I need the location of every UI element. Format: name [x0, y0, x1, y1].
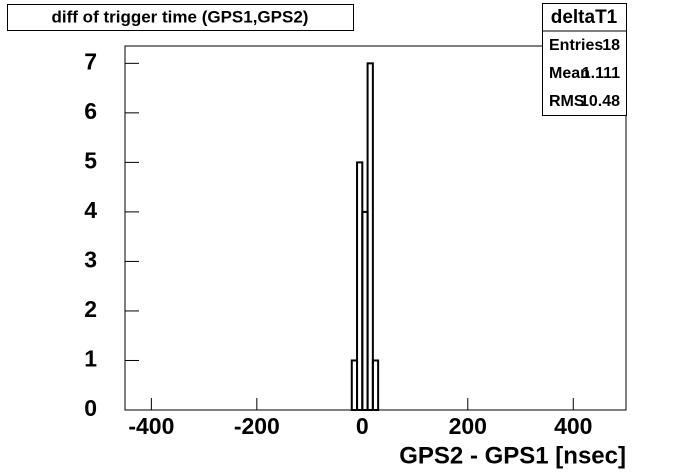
- x-tick-label: 0: [356, 413, 369, 439]
- stats-label: RMS: [549, 93, 585, 110]
- y-tick-label: 0: [84, 395, 97, 421]
- y-tick-label: 5: [84, 147, 97, 173]
- x-tick-label: -200: [234, 413, 280, 439]
- stats-title: deltaT1: [551, 7, 618, 28]
- chart-title: diff of trigger time (GPS1,GPS2): [52, 7, 309, 26]
- histogram-bar: [371, 359, 380, 412]
- stats-box: [542, 3, 627, 116]
- x-tick-label: 400: [554, 413, 592, 439]
- histogram-bar: [366, 62, 374, 411]
- x-axis-label: GPS2 - GPS1 [nsec]: [399, 442, 626, 469]
- stats-value: 10.48: [580, 93, 620, 110]
- x-tick-label: 200: [449, 413, 487, 439]
- stats-value: 18: [602, 37, 620, 54]
- title-box: [7, 4, 354, 31]
- stats-value: 1.111: [582, 65, 620, 82]
- y-tick-label: 3: [84, 247, 97, 273]
- y-tick-label: 7: [84, 48, 97, 74]
- y-tick-label: 4: [84, 197, 97, 223]
- stats-label: Mean: [549, 65, 590, 82]
- y-tick-label: 1: [84, 346, 97, 372]
- x-tick-label: -400: [128, 413, 174, 439]
- y-tick-label: 2: [84, 296, 97, 322]
- y-tick-label: 6: [84, 98, 97, 124]
- stats-label: Entries: [549, 37, 603, 54]
